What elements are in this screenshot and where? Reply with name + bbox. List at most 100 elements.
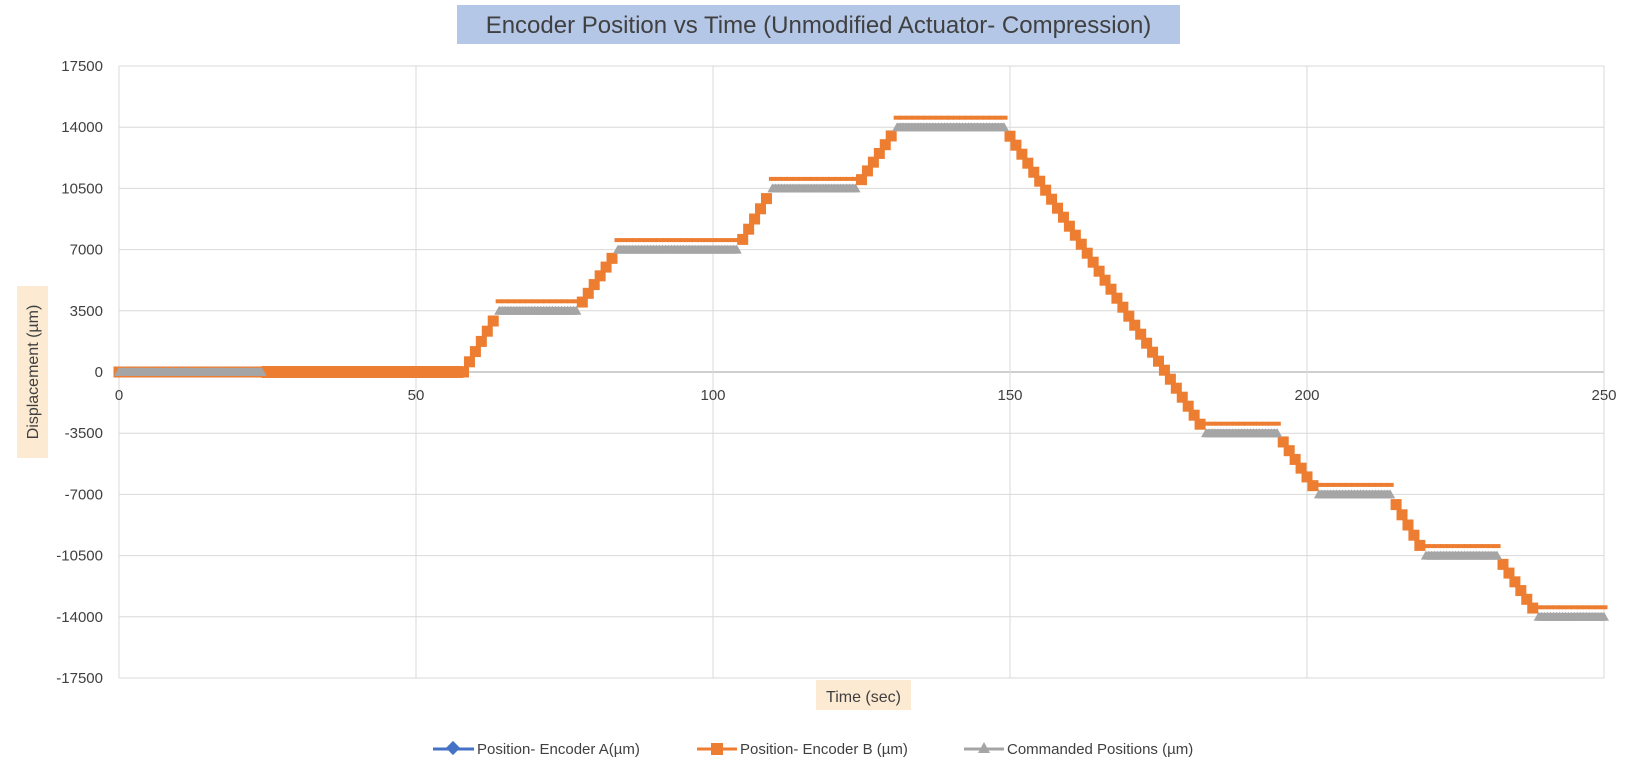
encoder-b-point bbox=[1351, 482, 1359, 487]
encoder-b-point bbox=[1016, 148, 1028, 160]
encoder-b-point bbox=[1034, 175, 1046, 187]
legend-label-commanded: Commanded Positions (µm) bbox=[1007, 741, 1193, 758]
legend-diamond-marker-icon bbox=[445, 740, 461, 756]
encoder-b-point bbox=[846, 176, 854, 181]
encoder-b-point bbox=[1576, 605, 1584, 610]
encoder-b-point bbox=[1503, 567, 1515, 579]
encoder-b-point bbox=[1135, 328, 1147, 340]
encoder-b-point bbox=[638, 238, 646, 243]
encoder-b-point bbox=[1315, 482, 1323, 487]
encoder-b-point bbox=[1289, 453, 1301, 465]
encoder-b-point bbox=[1267, 421, 1275, 426]
encoder-b-point bbox=[1327, 482, 1335, 487]
encoder-b-point bbox=[1356, 482, 1364, 487]
series-commanded-overlay bbox=[119, 123, 1604, 621]
encoder-b-point bbox=[1386, 482, 1394, 487]
encoder-b-point bbox=[620, 238, 628, 243]
encoder-b-point bbox=[733, 238, 741, 243]
series-encoder-b bbox=[113, 115, 1608, 614]
encoder-b-point bbox=[1469, 544, 1477, 549]
encoder-b-point bbox=[679, 238, 687, 243]
y-tick-label: -14000 bbox=[56, 609, 103, 626]
y-tick-label: 14000 bbox=[61, 119, 103, 136]
encoder-b-point bbox=[507, 299, 515, 304]
encoder-b-point bbox=[1402, 519, 1414, 531]
x-tick-labels: 0 50 100 150 200 250 bbox=[115, 387, 1617, 404]
y-tick-label: 0 bbox=[95, 364, 103, 381]
encoder-b-point bbox=[1493, 544, 1501, 549]
encoder-b-point bbox=[1515, 585, 1527, 597]
encoder-b-point bbox=[632, 238, 640, 243]
encoder-b-point bbox=[804, 176, 812, 181]
encoder-b-point bbox=[1301, 471, 1313, 483]
encoder-b-point bbox=[976, 115, 984, 120]
encoder-b-point bbox=[626, 238, 634, 243]
encoder-b-point bbox=[1123, 310, 1135, 322]
encoder-b-point bbox=[709, 238, 717, 243]
encoder-b-point bbox=[513, 299, 521, 304]
encoder-b-point bbox=[1558, 605, 1566, 610]
encoder-b-point bbox=[923, 115, 931, 120]
series-layer bbox=[113, 115, 1609, 621]
y-axis-title-group: Displacement (µm) bbox=[17, 286, 48, 458]
encoder-b-point bbox=[1481, 544, 1489, 549]
x-tick-label: 250 bbox=[1591, 387, 1616, 404]
encoder-b-point bbox=[816, 176, 824, 181]
encoder-b-point bbox=[1194, 418, 1206, 430]
x-tick-label: 50 bbox=[408, 387, 425, 404]
chart-title-background bbox=[457, 5, 1180, 44]
encoder-b-point bbox=[1380, 482, 1388, 487]
encoder-b-point bbox=[755, 203, 767, 215]
encoder-b-zero-band bbox=[261, 366, 464, 378]
encoder-b-point bbox=[644, 238, 652, 243]
y-tick-label: -10500 bbox=[56, 548, 103, 565]
encoder-b-point bbox=[691, 238, 699, 243]
encoder-b-point bbox=[1307, 480, 1319, 492]
encoder-b-point bbox=[1255, 421, 1263, 426]
encoder-b-point bbox=[1463, 544, 1471, 549]
encoder-b-point bbox=[1422, 544, 1430, 549]
encoder-b-point bbox=[576, 296, 588, 308]
encoder-b-point bbox=[1475, 544, 1483, 549]
encoder-b-point bbox=[1141, 337, 1153, 349]
y-tick-labels: 17500 14000 10500 7000 3500 0 -3500 -7000 -10500… bbox=[56, 58, 103, 687]
encoder-b-point bbox=[519, 299, 527, 304]
encoder-b-point bbox=[1339, 482, 1347, 487]
y-tick-label: 3500 bbox=[70, 303, 103, 320]
x-tick-label: 150 bbox=[997, 387, 1022, 404]
encoder-b-point bbox=[1434, 544, 1442, 549]
encoder-b-point bbox=[1547, 605, 1555, 610]
encoder-b-point bbox=[1226, 421, 1234, 426]
encoder-b-point bbox=[1063, 220, 1075, 232]
y-tick-label: 17500 bbox=[61, 58, 103, 75]
encoder-b-point bbox=[1535, 605, 1543, 610]
encoder-b-point bbox=[1594, 605, 1602, 610]
encoder-b-point bbox=[873, 147, 885, 159]
encoder-b-point bbox=[1028, 166, 1040, 178]
encoder-b-point bbox=[1117, 301, 1129, 313]
x-axis-title-group: Time (sec) bbox=[816, 680, 911, 710]
encoder-b-point bbox=[1046, 193, 1058, 205]
encoder-b-point bbox=[463, 356, 475, 368]
encoder-b-point bbox=[594, 270, 606, 282]
encoder-b-point bbox=[555, 299, 563, 304]
encoder-b-point bbox=[1087, 256, 1099, 268]
encoder-b-point bbox=[982, 115, 990, 120]
encoder-b-point bbox=[1099, 274, 1111, 286]
encoder-b-point bbox=[822, 176, 830, 181]
encoder-b-point bbox=[905, 115, 913, 120]
encoder-b-point bbox=[780, 176, 788, 181]
legend-label-encoder-b: Position- Encoder B (µm) bbox=[740, 741, 908, 758]
encoder-b-point bbox=[1321, 482, 1329, 487]
encoder-b-point bbox=[941, 115, 949, 120]
encoder-b-point bbox=[673, 238, 681, 243]
encoder-b-point bbox=[899, 115, 907, 120]
encoder-b-point bbox=[582, 287, 594, 299]
encoder-b-point bbox=[1069, 229, 1081, 241]
encoder-b-point bbox=[1414, 539, 1426, 551]
encoder-b-point bbox=[1509, 576, 1521, 588]
encoder-b-point bbox=[1081, 247, 1093, 259]
y-axis-title: Displacement (µm) bbox=[25, 305, 42, 440]
encoder-b-point bbox=[685, 238, 693, 243]
chart-title-group: Encoder Position vs Time (Unmodified Act… bbox=[457, 5, 1180, 44]
